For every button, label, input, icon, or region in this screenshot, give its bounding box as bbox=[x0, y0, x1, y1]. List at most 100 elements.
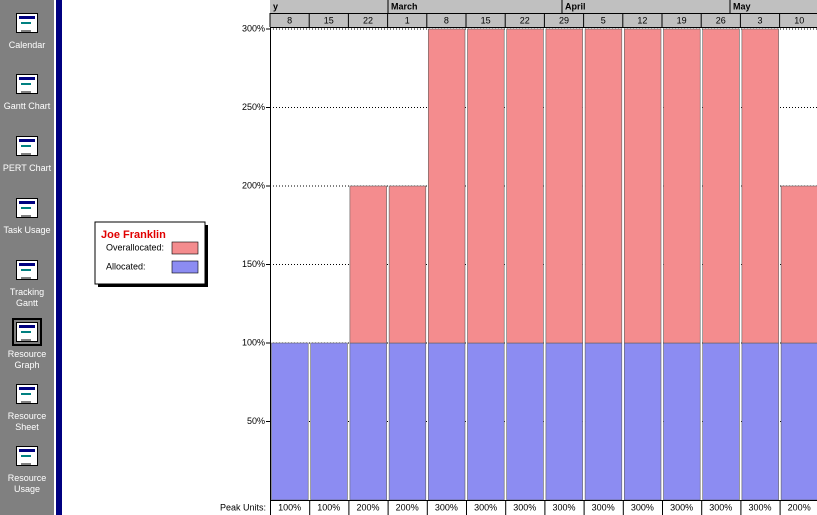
view-button[interactable]: Calendar bbox=[0, 13, 54, 51]
view-icon bbox=[16, 13, 38, 33]
month-label: March bbox=[391, 1, 418, 11]
week-label: 19 bbox=[677, 15, 687, 25]
bar-segment bbox=[506, 342, 544, 501]
view-button[interactable]: PERT Chart bbox=[0, 136, 54, 174]
bar-segment bbox=[545, 342, 583, 501]
month-label: y bbox=[273, 1, 278, 11]
legend-swatch bbox=[171, 241, 199, 255]
bar-segment bbox=[388, 185, 427, 344]
bar-segment bbox=[467, 342, 505, 501]
week-label: 26 bbox=[716, 15, 726, 25]
week-label: 15 bbox=[481, 15, 491, 25]
bar-segment bbox=[427, 28, 466, 344]
week-label: 22 bbox=[363, 15, 373, 25]
bar-segment bbox=[623, 342, 662, 501]
week-label: 1 bbox=[405, 15, 410, 25]
view-label: Calendar bbox=[8, 40, 46, 50]
bar-segment bbox=[741, 342, 779, 501]
view-icon bbox=[12, 318, 42, 346]
view-label: Tracking Gantt bbox=[9, 287, 45, 308]
legend-title: Joe Franklin bbox=[101, 229, 166, 241]
week-label: 29 bbox=[559, 15, 569, 25]
view-label: Resource Sheet bbox=[7, 411, 47, 432]
peak-units-label: Peak Units: bbox=[220, 502, 266, 512]
legend-shadow bbox=[98, 284, 208, 287]
legend-label: Allocated: bbox=[106, 261, 146, 271]
y-tick-label: 100% bbox=[242, 337, 265, 347]
week-label: 3 bbox=[757, 15, 762, 25]
y-tick-label: 50% bbox=[247, 416, 265, 426]
y-tick-label: 150% bbox=[242, 259, 265, 269]
bar-segment bbox=[388, 342, 427, 501]
week-label: 10 bbox=[794, 15, 804, 25]
peak-units-value: 200% bbox=[788, 502, 811, 512]
view-bar: Calendar Gantt Chart PERT Chart Task Usage T… bbox=[0, 0, 54, 515]
y-tick-label: 200% bbox=[242, 180, 265, 190]
active-view-indicator bbox=[56, 0, 62, 515]
legend-swatch bbox=[171, 260, 199, 274]
bar-segment bbox=[467, 28, 505, 344]
bar-segment bbox=[310, 342, 348, 501]
peak-units-value: 300% bbox=[709, 502, 732, 512]
peak-units-value: 100% bbox=[317, 502, 340, 512]
month-label: April bbox=[565, 1, 586, 11]
bar-segment bbox=[780, 342, 817, 501]
week-label: 5 bbox=[601, 15, 606, 25]
legend-label: Overallocated: bbox=[106, 242, 164, 252]
view-icon bbox=[16, 260, 38, 280]
view-icon bbox=[16, 198, 38, 218]
week-label: 15 bbox=[324, 15, 334, 25]
peak-units-value: 100% bbox=[278, 502, 301, 512]
view-icon bbox=[16, 136, 38, 156]
view-button[interactable]: Tracking Gantt bbox=[0, 260, 54, 309]
peak-units-value: 300% bbox=[592, 502, 615, 512]
peak-units-value: 200% bbox=[356, 502, 379, 512]
bar-segment bbox=[741, 28, 779, 344]
peak-units-value: 200% bbox=[396, 502, 419, 512]
view-button[interactable]: Resource Usage bbox=[0, 446, 54, 495]
peak-units-value: 300% bbox=[513, 502, 536, 512]
legend-shadow bbox=[205, 225, 208, 287]
view-label: Resource Graph bbox=[7, 349, 47, 370]
view-label: PERT Chart bbox=[2, 163, 52, 173]
week-label: 8 bbox=[444, 15, 449, 25]
bar-segment bbox=[506, 28, 544, 344]
bar-segment bbox=[623, 28, 662, 344]
peak-units-value: 300% bbox=[631, 502, 654, 512]
bar-segment bbox=[584, 28, 623, 344]
peak-units-value: 300% bbox=[670, 502, 693, 512]
bar-segment bbox=[780, 185, 817, 344]
view-label: Task Usage bbox=[3, 225, 51, 235]
peak-units-value: 300% bbox=[552, 502, 575, 512]
bar-segment bbox=[545, 28, 583, 344]
bar-segment bbox=[584, 342, 623, 501]
month-label: May bbox=[733, 1, 751, 11]
week-label: 8 bbox=[287, 15, 292, 25]
view-button[interactable]: Resource Graph bbox=[0, 318, 54, 371]
view-icon bbox=[16, 74, 38, 94]
peak-units-value: 300% bbox=[748, 502, 771, 512]
view-icon bbox=[16, 384, 38, 404]
week-label: 12 bbox=[637, 15, 647, 25]
y-tick-label: 250% bbox=[242, 102, 265, 112]
view-label: Resource Usage bbox=[7, 473, 47, 494]
bar-segment bbox=[427, 342, 466, 501]
view-icon bbox=[16, 446, 38, 466]
view-button[interactable]: Resource Sheet bbox=[0, 384, 54, 433]
week-label: 22 bbox=[520, 15, 530, 25]
bar-segment bbox=[663, 28, 701, 344]
bar-segment bbox=[349, 342, 387, 501]
bar-segment bbox=[702, 342, 740, 501]
bar-segment bbox=[702, 28, 740, 344]
bar-segment bbox=[271, 342, 309, 501]
bar-segment bbox=[349, 185, 387, 344]
peak-units-value: 300% bbox=[474, 502, 497, 512]
view-button[interactable]: Task Usage bbox=[0, 198, 54, 236]
view-button[interactable]: Gantt Chart bbox=[0, 74, 54, 112]
y-tick-label: 300% bbox=[242, 23, 265, 33]
view-label: Gantt Chart bbox=[3, 101, 51, 111]
bar-segment bbox=[663, 342, 701, 501]
peak-units-value: 300% bbox=[435, 502, 458, 512]
